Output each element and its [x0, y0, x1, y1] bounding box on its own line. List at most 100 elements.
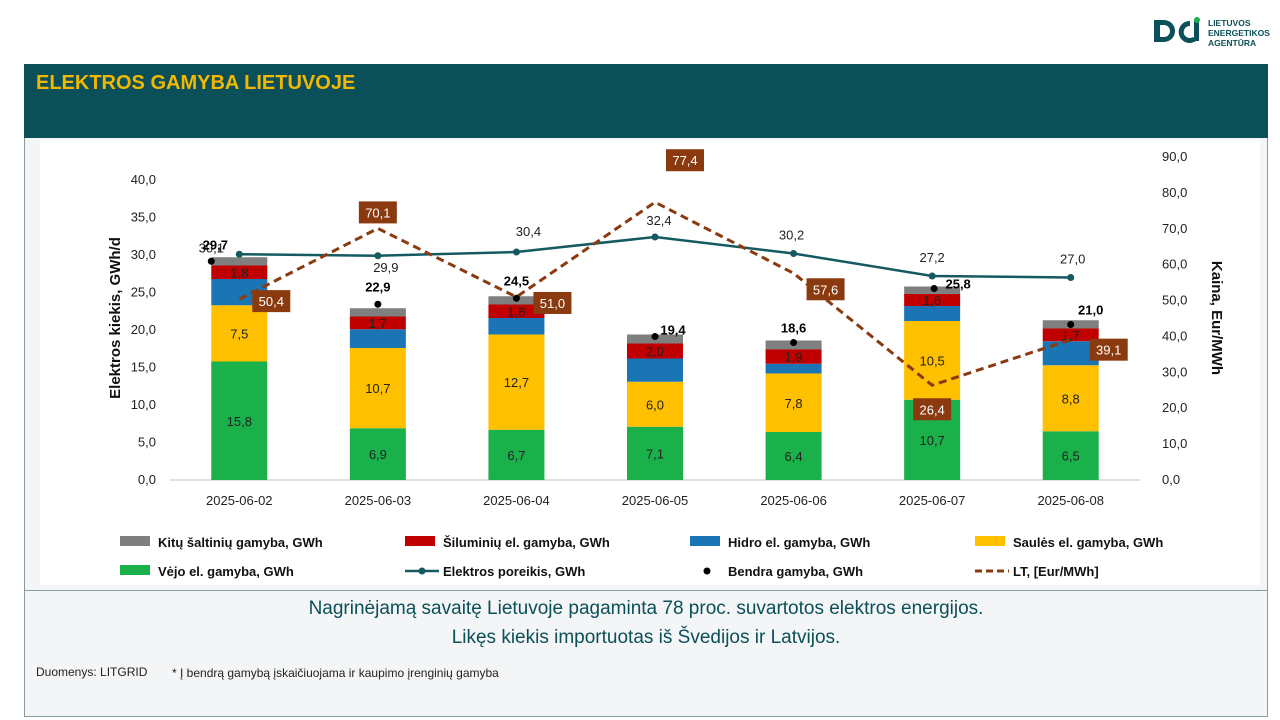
demand-point	[1067, 274, 1075, 281]
demand-point	[512, 248, 520, 256]
bar-value-label: 6,9	[369, 447, 387, 462]
bar-segment	[349, 428, 406, 480]
total-point	[1067, 321, 1075, 328]
bar-segment	[1042, 328, 1099, 342]
total-point	[790, 339, 798, 346]
total-point	[651, 333, 659, 340]
legend-swatch	[405, 536, 435, 546]
total-value-label: 18,6	[781, 321, 806, 336]
y-right-tick-label: 30,0	[1162, 364, 1187, 379]
bar-segment	[1042, 431, 1099, 480]
logo-line-1: LIETUVOS	[1208, 18, 1251, 28]
bar-value-label: 1,8	[507, 304, 525, 319]
bar-value-label: 6,7	[507, 448, 525, 463]
x-tick-label: 2025-06-03	[345, 493, 412, 508]
legend-swatch	[975, 536, 1005, 546]
total-value-label: 29,7	[203, 237, 228, 252]
divider	[24, 590, 1268, 591]
bar-value-label: 10,7	[365, 381, 390, 396]
price-value-label: 51,0	[540, 296, 565, 311]
y-right-tick-label: 20,0	[1162, 400, 1187, 415]
legend-label: Kitų šaltinių gamyba, GWh	[158, 535, 323, 550]
bar-value-label: 1,9	[785, 350, 803, 365]
y-right-tick-label: 60,0	[1162, 257, 1187, 272]
x-tick-label: 2025-06-05	[622, 493, 689, 508]
legend-swatch	[120, 565, 150, 575]
price-value-label: 26,4	[919, 402, 944, 417]
total-value-label: 21,0	[1078, 303, 1103, 318]
bar-segment	[349, 329, 406, 348]
bar-segment	[627, 426, 683, 480]
total-point	[207, 257, 215, 265]
logo-line-3: AGENTŪRA	[1208, 38, 1257, 48]
demand-value-label: 30,2	[779, 228, 804, 243]
demand-point	[374, 252, 382, 260]
price-label-box	[358, 201, 397, 224]
price-label-box	[806, 278, 845, 301]
demand-point	[928, 272, 936, 280]
bar-value-label: 7,8	[785, 396, 803, 411]
x-tick-label: 2025-06-08	[1037, 493, 1104, 508]
y-right-tick-label: 80,0	[1162, 185, 1187, 200]
price-value-label: 39,1	[1096, 343, 1121, 358]
legend-label: Bendra gamyba, GWh	[728, 564, 863, 579]
bar-value-label: 12,7	[504, 375, 529, 390]
bar-segment	[904, 294, 961, 306]
bar-segment	[627, 358, 683, 382]
page-title: ELEKTROS GAMYBA LIETUVOJE	[36, 72, 356, 94]
bar-segment	[211, 305, 268, 362]
price-value-label: 50,4	[259, 294, 284, 309]
y-tick-label: 15,0	[131, 360, 156, 375]
bar-segment	[765, 363, 822, 374]
x-tick-label: 2025-06-04	[483, 493, 550, 508]
bar-value-label: 6,4	[785, 449, 803, 464]
bar-value-label: 7,1	[646, 446, 664, 461]
total-value-label: 19,4	[660, 323, 686, 338]
y-tick-label: 30,0	[131, 247, 156, 262]
price-label-box	[252, 290, 291, 313]
bar-value-label: 10,5	[919, 353, 944, 368]
legend-label: Šiluminių el. gamyba, GWh	[443, 535, 610, 550]
bar-value-label: 1,8	[230, 265, 248, 280]
y-right-tick-label: 50,0	[1162, 293, 1187, 308]
y-right-axis-title: Kaina, Eur/MWh	[1208, 261, 1225, 375]
legend-swatch	[120, 536, 150, 546]
total-value-label: 22,9	[365, 279, 390, 294]
y-right-tick-label: 10,0	[1162, 436, 1187, 451]
legend-swatch	[703, 567, 711, 575]
bar-segment	[488, 334, 545, 430]
bar-segment	[627, 381, 683, 427]
y-tick-label: 10,0	[131, 397, 156, 412]
bar-value-label: 8,8	[1062, 391, 1080, 406]
total-point	[512, 294, 520, 302]
total-value-label: 24,5	[504, 273, 529, 288]
bar-value-label: 1,7	[369, 316, 387, 331]
demand-value-label: 32,4	[646, 213, 671, 228]
bar-segment	[904, 306, 961, 321]
bar-value-label: 10,7	[919, 433, 944, 448]
x-tick-label: 2025-06-06	[760, 493, 827, 508]
demand-point	[235, 250, 243, 258]
price-value-label: 77,4	[672, 153, 697, 168]
bar-segment	[488, 429, 545, 480]
price-value-label: 70,1	[365, 205, 390, 220]
y-right-tick-label: 40,0	[1162, 328, 1187, 343]
caption-line-1: Nagrinėjamą savaitę Lietuvoje pagaminta …	[308, 598, 984, 619]
bar-segment	[488, 318, 545, 335]
bar-segment	[349, 308, 406, 317]
bar-segment	[765, 432, 822, 480]
footnote: * Į bendrą gamybą įskaičiuojama ir kaupi…	[172, 666, 499, 680]
bar-segment	[211, 361, 268, 480]
legend-label: Vėjo el. gamyba, GWh	[158, 564, 294, 579]
bar-segment	[211, 257, 268, 266]
demand-value-label: 30,1	[199, 240, 224, 255]
legend-label: Elektros poreikis, GWh	[443, 564, 585, 579]
bar-segment	[349, 348, 406, 429]
bar-segment	[488, 304, 545, 318]
bar-segment	[765, 373, 822, 432]
legend-swatch	[690, 536, 720, 546]
price-value-label: 57,6	[813, 282, 838, 297]
y-tick-label: 25,0	[131, 285, 156, 300]
production-chart: 0,0 5,0 10,0 15,0 20,0 25,0 30,0 35,0 40,0 0,0 10,…	[40, 140, 1260, 585]
demand-point	[790, 250, 798, 257]
